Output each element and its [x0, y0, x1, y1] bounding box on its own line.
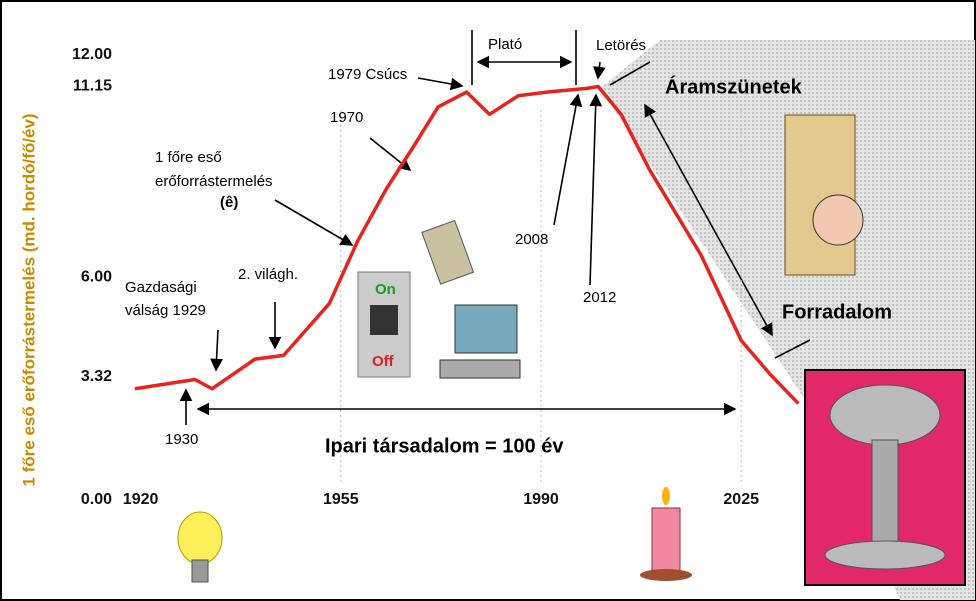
annotation: erőforrástermelés — [155, 173, 273, 190]
mushroom-cloud-box — [804, 369, 966, 586]
annotation: 1 főre eső — [155, 149, 222, 166]
annotation: (ê) — [220, 194, 238, 211]
y-tick-label: 3.32 — [81, 368, 112, 385]
light-bulb — [177, 511, 223, 583]
x-tick-label: 2025 — [723, 491, 759, 508]
annotation: Letörés — [596, 37, 646, 54]
annotation-arrows — [179, 30, 811, 425]
y-tick-label: 11.15 — [73, 78, 112, 95]
annotation: 1970 — [330, 109, 363, 126]
annotation: 1979 Csúcs — [328, 66, 407, 83]
x-tick-label: 1955 — [323, 491, 359, 508]
x-tick-label: 1990 — [523, 491, 559, 508]
annotation: Gazdasági — [125, 279, 197, 296]
annotation: 1930 — [165, 431, 198, 448]
x-tick-label: 1920 — [123, 491, 159, 508]
switch — [357, 271, 411, 378]
y-tick-label: 12.00 — [72, 46, 112, 63]
annotation: 2008 — [515, 231, 548, 248]
annotation: 2012 — [583, 289, 616, 306]
computer — [439, 304, 521, 379]
guillotine-box — [784, 114, 864, 276]
annotation: Off — [372, 353, 395, 370]
y-tick-label: 6.00 — [81, 269, 112, 286]
annotation: válság 1929 — [125, 302, 206, 319]
y-axis-label: 1 főre eső erőforrástermelés (md. hordó/… — [19, 113, 38, 486]
annotation: On — [375, 281, 396, 298]
phone — [421, 219, 475, 285]
candle — [640, 487, 692, 581]
annotation: Áramszünetek — [665, 75, 803, 98]
annotation: 2. világh. — [238, 266, 298, 283]
annotation: Forradalom — [782, 301, 892, 323]
line-series — [134, 84, 800, 405]
annotation: Plató — [488, 36, 522, 53]
y-tick-label: 0.00 — [81, 491, 112, 508]
annotation: Ipari társadalom = 100 év — [325, 435, 564, 457]
